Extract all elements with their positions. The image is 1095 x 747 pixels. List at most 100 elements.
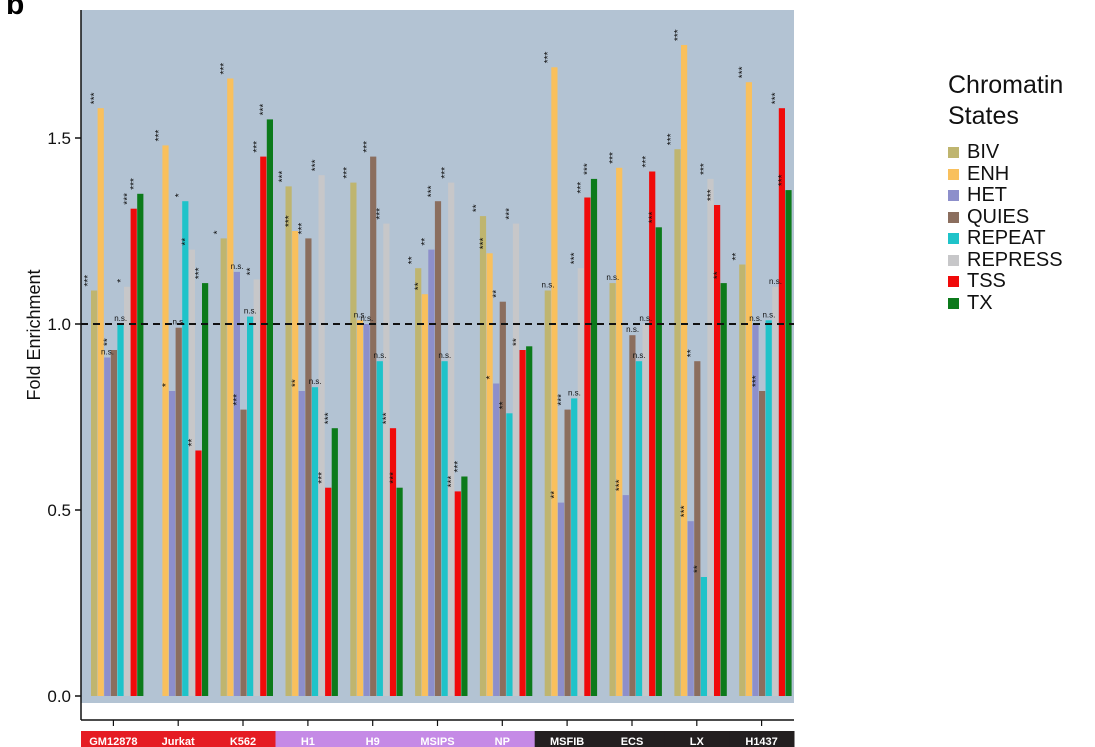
sig-label-repeat-h9: n.s.	[374, 351, 387, 360]
sig-label-het-h9: n.s.	[360, 314, 373, 323]
x-axis-category-strip: GM12878 Jurkat K562 H1 H9 MSIPS NP MSFIB ECS LX H1…	[81, 720, 795, 747]
bar-enh-h1437	[745, 82, 752, 696]
sig-label-tss-gm12878: ***	[122, 193, 133, 205]
x-tick-label-gm12878: GM12878	[89, 736, 137, 747]
bar-repeat-h1437	[765, 320, 772, 696]
sig-label-repress-gm12878: *	[116, 279, 127, 283]
bar-repress-h1437	[772, 286, 779, 696]
bar-het-k562	[233, 271, 240, 696]
category-band-k562	[210, 731, 276, 747]
bar-het-lx	[687, 521, 694, 696]
sig-label-tx-h1437: ***	[777, 174, 788, 186]
x-tick-label-lx: LX	[690, 736, 705, 747]
bar-tss-jurkat	[195, 450, 202, 696]
bar-repeat-lx	[700, 577, 707, 696]
sig-label-repress-jurkat: **	[181, 238, 192, 246]
bar-repress-msfib	[577, 268, 584, 696]
sig-label-repress-k562: **	[245, 268, 256, 276]
legend: Chromatin States BIV ENH HET QUIES REPEAT REP…	[948, 70, 1095, 314]
sig-label-enh-ecs: ***	[608, 152, 619, 164]
sig-label-repeat-k562: n.s.	[244, 307, 257, 316]
y-tick-label: 1.5	[47, 129, 71, 148]
sig-label-enh-gm12878: ***	[89, 92, 100, 104]
bar-tss-gm12878	[130, 208, 137, 696]
legend-label: ENH	[967, 162, 1010, 185]
sig-label-het-msfib: **	[550, 491, 561, 499]
legend-swatch	[948, 254, 959, 266]
bar-enh-jurkat	[162, 145, 169, 696]
bar-quies-msips	[434, 201, 442, 696]
sig-label-tx-k562: ***	[259, 104, 270, 116]
legend-label: BIV	[967, 141, 1000, 163]
sig-label-tss-h9: ***	[382, 412, 393, 424]
category-band-h1	[275, 731, 341, 747]
sig-label-repress-msips: ***	[440, 167, 451, 179]
bar-repress-h1	[318, 175, 325, 696]
bar-het-msips	[428, 249, 435, 696]
category-band-jurkat	[145, 731, 212, 747]
bar-het-h9	[363, 324, 370, 696]
category-band-lx	[664, 731, 730, 747]
sig-label-biv-h9: ***	[342, 167, 353, 179]
sig-label-tx-msips: ***	[453, 461, 464, 473]
sig-label-quies-h1: ***	[297, 223, 308, 235]
sig-label-biv-h1: ***	[277, 171, 288, 183]
sig-label-het-msips: **	[420, 238, 431, 246]
sig-label-enh-h1437: ***	[738, 66, 749, 78]
sig-label-enh-h1: ***	[284, 215, 295, 227]
bar-enh-gm12878	[97, 108, 104, 696]
bar-enh-h1	[292, 231, 299, 696]
legend-swatch	[948, 168, 959, 180]
sig-label-tss-ecs: ***	[641, 156, 652, 168]
category-band-msips	[405, 731, 471, 747]
bar-biv-h1	[285, 186, 292, 696]
sig-label-quies-h9: ***	[362, 141, 373, 153]
bar-biv-h9	[350, 182, 357, 697]
sig-label-biv-k562: *	[212, 230, 223, 234]
bar-tx-h1437	[785, 190, 792, 696]
category-band-msfib	[534, 731, 600, 747]
y-tick-label: 0.0	[47, 687, 71, 706]
bars-layer	[91, 45, 792, 697]
y-axis-title: Fold Enrichment	[24, 269, 44, 400]
sig-label-biv-msfib: n.s.	[542, 281, 555, 290]
bar-tss-msfib	[584, 197, 591, 696]
x-tick-label-h9: H9	[366, 736, 380, 747]
bar-quies-h1437	[759, 391, 766, 696]
bar-biv-gm12878	[91, 290, 98, 696]
bar-quies-msfib	[564, 409, 571, 696]
sig-label-het-ecs: ***	[615, 479, 626, 491]
sig-label-quies-gm12878: **	[103, 338, 114, 346]
sig-label-tss-h1437: ***	[771, 92, 782, 104]
sig-label-tss-msfib: ***	[576, 182, 587, 194]
bar-biv-h1437	[739, 264, 746, 696]
bar-tss-h1	[325, 487, 332, 696]
bar-repeat-msips	[441, 361, 448, 696]
legend-swatch	[948, 211, 959, 223]
sig-label-het-jurkat: *	[161, 383, 172, 387]
bar-tx-jurkat	[202, 283, 209, 696]
bar-tss-lx	[714, 205, 721, 696]
sig-label-tx-msfib: ***	[583, 163, 594, 175]
bar-biv-np	[479, 216, 487, 696]
y-tick-label: 1.0	[47, 315, 71, 334]
legend-item-tx: TX	[948, 292, 1095, 315]
bar-biv-msips	[415, 268, 422, 696]
legend-item-tss: TSS	[948, 270, 1095, 293]
sig-label-repeat-gm12878: n.s.	[114, 314, 127, 323]
sig-label-repeat-msips: n.s.	[438, 351, 451, 360]
bar-repress-jurkat	[188, 249, 195, 696]
bar-tx-h9	[396, 487, 403, 696]
sig-label-tss-lx: ***	[706, 189, 717, 201]
bar-tx-h1	[331, 428, 338, 696]
bar-tss-ecs	[649, 171, 656, 696]
sig-label-quies-np: **	[492, 290, 503, 298]
bar-quies-k562	[240, 409, 247, 696]
sig-label-quies-jurkat: n.s.	[172, 318, 185, 327]
sig-label-quies-msfib: ***	[556, 394, 567, 406]
bar-repress-gm12878	[124, 286, 131, 696]
sig-label-tx-gm12878: ***	[129, 178, 140, 190]
sig-label-quies-lx: **	[686, 349, 697, 357]
bar-repeat-h1	[311, 387, 319, 696]
bar-tss-h9	[389, 428, 397, 696]
